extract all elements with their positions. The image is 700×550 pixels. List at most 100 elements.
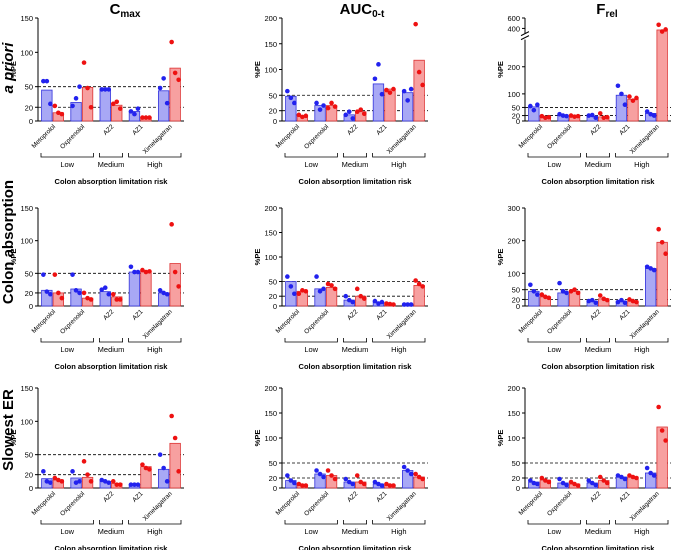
point-red-AZ1	[147, 467, 152, 472]
risk-bracket	[99, 520, 123, 525]
x-tick-label: Ximelagatran	[629, 123, 661, 155]
bar-blue-AZ1	[372, 83, 385, 122]
point-blue-Metoprolol	[48, 291, 53, 297]
x-tick-label: Oxprenolol	[59, 490, 87, 518]
point-red-Metoprolol	[52, 103, 58, 109]
point-red-Ximelagatran	[659, 240, 665, 245]
x-tick-label: AZ1	[375, 123, 389, 137]
point-blue-AZ1	[372, 298, 378, 304]
y-tick-label: 100	[20, 48, 33, 57]
point-blue-AZ2	[350, 481, 356, 487]
point-blue-Oxprenolol	[73, 96, 79, 101]
x-tick-label: AZ1	[618, 490, 632, 504]
point-blue-AZ1	[128, 264, 134, 270]
point-blue-AZ1	[376, 62, 381, 67]
point-red-AZ1	[384, 481, 389, 487]
point-blue-AZ2	[586, 113, 592, 118]
point-blue-AZ2	[106, 291, 112, 297]
point-red-AZ2	[601, 478, 607, 483]
point-red-Metoprolol	[56, 290, 61, 296]
point-red-Oxprenolol	[85, 472, 90, 477]
bar-blue-AZ2	[99, 291, 111, 307]
y-tick-label: 20	[512, 474, 520, 483]
risk-group-label: High	[391, 160, 406, 169]
point-red-AZ2	[358, 293, 364, 299]
bar-blue-Oxprenolol	[314, 288, 326, 307]
x-tick-label: Ximelagatran	[629, 490, 661, 522]
risk-bracket	[99, 153, 123, 158]
point-blue-Oxprenolol	[557, 280, 562, 286]
point-blue-Ximelagatran	[648, 470, 653, 476]
point-blue-AZ2	[589, 297, 595, 303]
point-red-Ximelagatran	[413, 21, 418, 27]
point-red-Oxprenolol	[575, 290, 581, 296]
point-blue-Metoprolol	[48, 101, 53, 107]
point-red-Ximelagatran	[420, 284, 425, 289]
point-red-AZ2	[597, 474, 603, 480]
point-blue-AZ2	[593, 115, 599, 121]
point-blue-Metoprolol	[531, 480, 537, 486]
point-red-Metoprolol	[296, 291, 302, 297]
point-red-Ximelagatran	[176, 284, 181, 289]
risk-bracket	[372, 153, 426, 158]
risk-bracket	[40, 520, 94, 525]
point-red-AZ2	[114, 482, 120, 487]
bar-red-AZ2	[111, 104, 123, 122]
point-blue-AZ2	[589, 480, 595, 486]
point-blue-Metoprolol	[535, 481, 540, 487]
point-blue-Metoprolol	[48, 480, 53, 485]
y-axis-label: %PE	[9, 430, 18, 447]
point-red-Metoprolol	[296, 481, 302, 487]
point-red-AZ2	[110, 479, 116, 484]
point-blue-Oxprenolol	[557, 476, 562, 482]
point-red-AZ1	[147, 269, 152, 274]
risk-group-label: Low	[60, 160, 74, 169]
bar-red-Oxprenolol	[81, 86, 94, 122]
point-blue-Ximelagatran	[401, 464, 407, 470]
x-axis-label: Colon absorption limitation risk	[542, 544, 656, 550]
point-red-Metoprolol	[546, 295, 552, 301]
panel-r2-c0: 0 20 50 100 150 %PE Metoprolol Oxprenolol AZ2 AZ1…	[9, 384, 184, 550]
point-red-AZ1	[634, 299, 639, 305]
risk-bracket	[372, 520, 426, 525]
point-blue-AZ2	[102, 479, 108, 484]
risk-bracket	[128, 153, 182, 158]
y-axis-label: %PE	[496, 61, 505, 78]
point-blue-Oxprenolol	[77, 290, 82, 296]
point-blue-Metoprolol	[528, 103, 533, 109]
x-tick-label: Oxprenolol	[546, 490, 574, 518]
point-red-Ximelagatran	[169, 413, 174, 419]
y-tick-label: 100	[507, 434, 520, 443]
y-tick-label: 200	[264, 384, 277, 393]
risk-bracket	[343, 520, 367, 525]
point-blue-AZ1	[379, 91, 385, 97]
point-red-Metoprolol	[303, 113, 309, 119]
point-blue-Oxprenolol	[73, 480, 79, 485]
point-red-Ximelagatran	[663, 251, 668, 257]
point-blue-Ximelagatran	[157, 85, 163, 91]
x-axis-label: Colon absorption limitation risk	[55, 544, 169, 550]
point-red-AZ1	[634, 475, 639, 481]
point-red-Oxprenolol	[325, 105, 331, 111]
bar-blue-Metoprolol	[41, 89, 53, 122]
y-tick-label: 0	[29, 117, 33, 126]
point-blue-AZ1	[622, 476, 628, 482]
point-red-AZ2	[597, 293, 603, 298]
point-red-AZ1	[140, 115, 145, 120]
column-title-0: Cmax	[110, 1, 141, 20]
risk-bracket	[128, 338, 182, 343]
point-blue-Oxprenolol	[314, 468, 319, 473]
risk-bracket	[527, 520, 581, 525]
point-blue-Oxprenolol	[564, 290, 569, 296]
point-red-AZ2	[354, 473, 360, 478]
y-tick-label: 50	[25, 269, 33, 278]
bar-red-Ximelagatran	[413, 59, 425, 122]
panel-r0-c1: 020 50 100 150 200 %PE Metoprolol Oxprenolol AZ2…	[253, 14, 428, 186]
y-tick-label: 150	[20, 384, 33, 393]
point-blue-Oxprenolol	[317, 471, 323, 477]
risk-group-label: Low	[304, 160, 318, 169]
point-blue-Ximelagatran	[651, 113, 657, 118]
point-blue-AZ2	[586, 298, 592, 304]
point-red-Ximelagatran	[416, 281, 422, 287]
x-tick-label: Metoprolol	[31, 490, 58, 517]
